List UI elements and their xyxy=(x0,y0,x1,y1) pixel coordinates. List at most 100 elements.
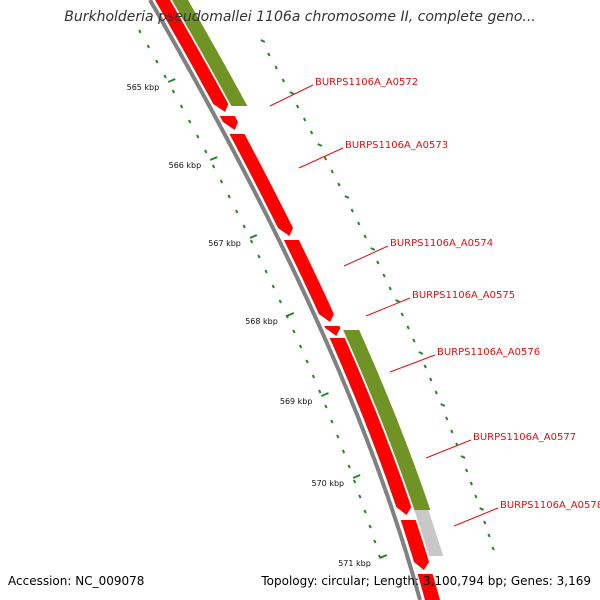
gene-label-burps1106a-a0573[interactable]: BURPS1106A_A0573 xyxy=(345,140,448,151)
map-title: Burkholderia pseudomallei 1106a chromoso… xyxy=(64,9,536,25)
outer-tick xyxy=(418,351,424,355)
minor-tick xyxy=(219,179,224,184)
outer-tick xyxy=(363,234,367,239)
feature-block-grey[interactable] xyxy=(414,510,444,556)
gene-leader-line xyxy=(365,297,411,317)
minor-tick xyxy=(336,434,340,439)
major-tick xyxy=(321,392,329,397)
minor-tick xyxy=(138,29,142,34)
label-layer: BURPS1106A_A0572 BURPS1106A_A0573 BURPS110… xyxy=(269,77,600,527)
major-tick xyxy=(379,554,388,559)
minor-tick xyxy=(311,374,316,379)
outer-tick xyxy=(281,78,285,83)
minor-tick xyxy=(292,329,296,334)
tick-layer: 565 kbp 566 kbp 567 kbp 568 kbp 569 kbp 570 k… xyxy=(127,29,495,568)
tick-label-567-kbp: 567 kbp xyxy=(208,239,241,248)
gene-label-burps1106a-a0575[interactable]: BURPS1106A_A0575 xyxy=(412,290,515,301)
outer-tick xyxy=(323,156,328,161)
minor-tick xyxy=(278,299,282,304)
minor-tick xyxy=(257,254,261,259)
major-tick xyxy=(209,156,218,161)
minor-tick xyxy=(204,149,208,154)
outer-tick xyxy=(479,507,485,511)
outer-tick xyxy=(350,208,354,213)
gene-leader-line xyxy=(453,507,499,527)
outer-tick xyxy=(267,52,271,57)
gene-label-burps1106a-a0572[interactable]: BURPS1106A_A0572 xyxy=(315,77,418,88)
tick-label-570-kbp: 570 kbp xyxy=(312,479,345,488)
outer-tick xyxy=(317,143,323,147)
outer-tick xyxy=(406,325,410,330)
outer-tick xyxy=(464,468,469,473)
outer-tick xyxy=(483,520,487,525)
outer-tick xyxy=(295,104,300,109)
minor-tick xyxy=(179,104,184,109)
outer-tick xyxy=(370,247,376,251)
gene-leader-line xyxy=(343,245,389,267)
outer-tick xyxy=(376,260,380,265)
major-tick xyxy=(352,474,361,479)
gene-label-burps1106a-a0578[interactable]: BURPS1106A_A0578 xyxy=(500,500,600,511)
minor-tick xyxy=(352,479,357,484)
minor-tick xyxy=(347,464,351,469)
outer-tick xyxy=(450,429,454,434)
outer-tick xyxy=(487,533,491,538)
outer-tick xyxy=(260,39,266,43)
cds-arrow[interactable] xyxy=(329,338,412,515)
backbone-line xyxy=(148,0,422,600)
cds-arrow[interactable] xyxy=(219,116,238,130)
track-layer xyxy=(148,0,444,600)
minor-tick xyxy=(146,44,151,49)
gene-leader-line xyxy=(425,439,472,459)
minor-tick xyxy=(227,194,231,199)
tick-label-568-kbp: 568 kbp xyxy=(245,317,278,326)
feature-block[interactable] xyxy=(343,330,431,510)
outer-tick xyxy=(400,312,404,317)
outer-tick xyxy=(395,299,400,303)
minor-tick xyxy=(211,164,216,169)
outer-tick xyxy=(412,338,416,343)
accession-text: Accession: NC_009078 xyxy=(8,574,145,588)
minor-tick xyxy=(271,284,275,289)
minor-tick xyxy=(249,239,254,244)
cds-arrow[interactable] xyxy=(229,134,294,236)
cds-arrow[interactable] xyxy=(417,574,440,600)
tick-label-566-kbp: 566 kbp xyxy=(169,161,202,170)
minor-tick xyxy=(363,509,367,514)
cds-arrow[interactable] xyxy=(155,0,229,112)
outer-tick xyxy=(445,416,449,421)
major-tick xyxy=(167,78,176,83)
outer-tick xyxy=(302,117,307,122)
outer-tick xyxy=(344,195,350,199)
tick-label-569-kbp: 569 kbp xyxy=(280,397,313,406)
gene-label-burps1106a-a0574[interactable]: BURPS1106A_A0574 xyxy=(390,238,493,249)
gene-leader-line xyxy=(269,84,314,107)
tick-label-571-kbp: 571 kbp xyxy=(338,559,371,568)
cds-arrow[interactable] xyxy=(324,326,341,336)
minor-tick xyxy=(373,539,377,544)
genome-summary-text: Topology: circular; Length: 3,100,794 bp… xyxy=(261,574,591,588)
outer-tick xyxy=(460,455,466,459)
outer-tick xyxy=(330,169,334,174)
gene-label-burps1106a-a0577[interactable]: BURPS1106A_A0577 xyxy=(473,432,576,443)
minor-tick xyxy=(264,269,268,274)
minor-tick xyxy=(324,404,328,409)
gene-leader-line xyxy=(298,147,344,169)
outer-tick xyxy=(491,546,495,551)
minor-tick xyxy=(155,59,159,64)
minor-tick xyxy=(188,119,192,124)
minor-tick xyxy=(171,89,176,94)
minor-tick xyxy=(298,344,303,349)
feature-block[interactable] xyxy=(172,0,248,106)
cds-arrow[interactable] xyxy=(400,520,429,570)
gene-label-burps1106a-a0576[interactable]: BURPS1106A_A0576 xyxy=(437,347,540,358)
minor-tick xyxy=(358,494,362,499)
outer-tick xyxy=(274,65,278,70)
major-tick xyxy=(286,312,295,317)
outer-tick xyxy=(434,390,438,395)
gene-leader-line xyxy=(389,354,436,373)
cds-arrow[interactable] xyxy=(283,240,334,322)
outer-tick xyxy=(429,377,433,382)
